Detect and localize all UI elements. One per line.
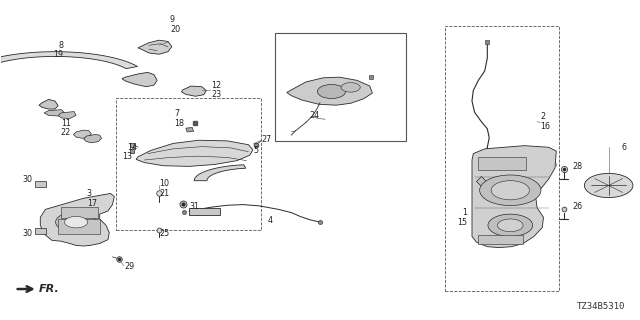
- Polygon shape: [58, 112, 76, 119]
- Polygon shape: [39, 100, 58, 109]
- Bar: [116, 98, 261, 230]
- Circle shape: [488, 214, 532, 236]
- Bar: [58, 219, 100, 234]
- Polygon shape: [287, 77, 372, 105]
- Circle shape: [56, 212, 97, 232]
- Circle shape: [317, 84, 346, 99]
- Text: 29: 29: [124, 262, 134, 271]
- Polygon shape: [40, 194, 115, 246]
- Circle shape: [584, 173, 633, 197]
- Polygon shape: [194, 165, 246, 181]
- Bar: [478, 157, 526, 170]
- Circle shape: [497, 219, 523, 232]
- Text: 28: 28: [572, 162, 582, 171]
- Bar: [445, 26, 559, 291]
- Text: 3
17: 3 17: [87, 189, 97, 208]
- Text: 13: 13: [122, 152, 132, 161]
- Text: 7
18: 7 18: [174, 109, 184, 128]
- Circle shape: [341, 83, 360, 92]
- Text: 4: 4: [268, 216, 273, 225]
- Bar: [61, 207, 99, 218]
- Polygon shape: [181, 86, 206, 96]
- Text: 5: 5: [253, 146, 259, 155]
- Text: 12
23: 12 23: [211, 81, 221, 99]
- Bar: [275, 33, 406, 141]
- Text: 25: 25: [159, 229, 170, 238]
- Bar: [478, 235, 523, 244]
- Text: 11
22: 11 22: [61, 119, 71, 138]
- Text: 8
19: 8 19: [53, 41, 63, 60]
- Text: 30: 30: [22, 229, 33, 238]
- Polygon shape: [0, 52, 138, 72]
- Polygon shape: [84, 134, 102, 143]
- Text: 26: 26: [572, 202, 582, 211]
- Polygon shape: [44, 110, 65, 116]
- Polygon shape: [122, 72, 157, 87]
- Polygon shape: [138, 40, 172, 54]
- Circle shape: [491, 181, 529, 200]
- Text: 1
15: 1 15: [457, 208, 467, 227]
- Text: FR.: FR.: [39, 284, 60, 294]
- Circle shape: [65, 216, 88, 228]
- Polygon shape: [74, 130, 92, 138]
- Text: TZ34B5310: TZ34B5310: [577, 302, 625, 311]
- Polygon shape: [136, 140, 253, 166]
- Text: 31: 31: [189, 202, 199, 211]
- Text: 27: 27: [261, 135, 271, 144]
- Text: 30: 30: [22, 175, 33, 184]
- Text: 9
20: 9 20: [170, 15, 180, 34]
- Text: 14: 14: [127, 143, 137, 152]
- Text: 10
21: 10 21: [159, 179, 169, 198]
- Bar: [189, 208, 220, 215]
- Circle shape: [479, 175, 541, 205]
- Bar: [35, 181, 46, 187]
- Polygon shape: [186, 127, 193, 132]
- Text: 6: 6: [621, 143, 627, 152]
- Text: 24: 24: [309, 111, 319, 120]
- Polygon shape: [472, 146, 556, 248]
- Text: 2
16: 2 16: [540, 112, 550, 131]
- Bar: [35, 228, 46, 234]
